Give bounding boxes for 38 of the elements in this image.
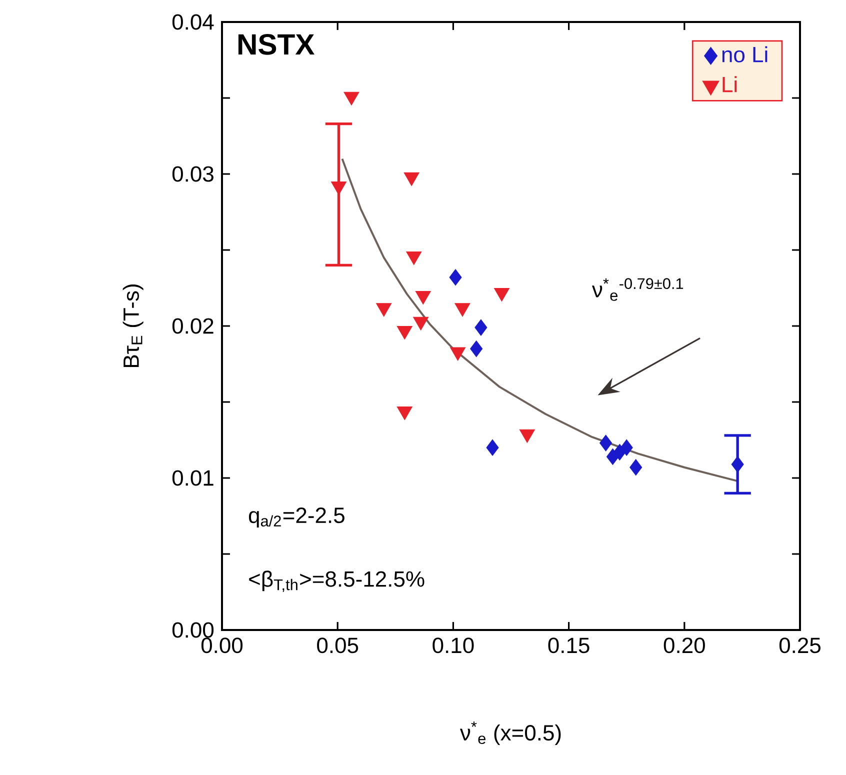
y-tick-label: 0.04: [172, 14, 214, 30]
x-tick-label: 0.00: [201, 638, 243, 654]
y-axis-title: Bτ$_{E}$ (T-s): [122, 284, 144, 368]
point: [630, 459, 642, 476]
x-tick-label: 0.10: [432, 638, 474, 654]
point: [486, 439, 499, 456]
x-axis-title: ν$^{*}$$_{e}$ (x=0.5): [460, 721, 561, 745]
point: [406, 251, 422, 266]
point: [731, 456, 744, 473]
annotation: <β$_{T,th}$>=8.5-12.5%: [249, 570, 424, 592]
point: [330, 182, 347, 196]
annotation: NSTX: [238, 34, 314, 55]
point: [413, 316, 429, 330]
x-tick-label: 0.25: [779, 638, 820, 654]
point: [396, 326, 412, 340]
point: [450, 347, 466, 361]
point: [376, 303, 392, 317]
point: [474, 319, 488, 336]
y-tick-label: 0.00: [172, 622, 214, 638]
point: [494, 288, 510, 302]
point: [404, 172, 420, 186]
point: [470, 340, 483, 358]
point: [620, 439, 633, 456]
legend-label: no Li: [722, 46, 768, 62]
y-tick-label: 0.03: [172, 166, 214, 182]
annotation: q$_{a/2}$=2-2.5: [248, 508, 344, 528]
point: [454, 303, 470, 317]
legend-label: Li: [722, 76, 737, 92]
y-tick-label: 0.02: [172, 318, 214, 334]
x-tick-label: 0.20: [664, 638, 705, 654]
x-tick-label: 0.15: [548, 638, 590, 654]
point: [415, 290, 431, 305]
y-tick-label: 0.01: [172, 470, 214, 486]
point: [600, 434, 612, 452]
line-series: [341, 158, 739, 482]
annotation: ν$^{*}$e-0.79±0.1: [592, 278, 684, 301]
point: [344, 92, 360, 106]
x-tick-label: 0.05: [317, 638, 358, 654]
